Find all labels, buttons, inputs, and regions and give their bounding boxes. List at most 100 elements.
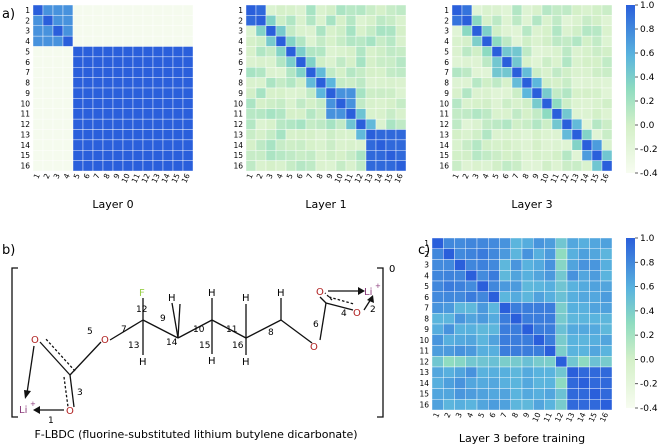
heatmap-cell (112, 118, 124, 130)
heatmap-cell (92, 129, 104, 141)
bond-4 (325, 302, 354, 311)
y-tick-label: 3 (238, 27, 243, 36)
heatmap-cell (305, 139, 317, 151)
y-tick-label: 16 (20, 162, 30, 171)
heatmap-cell (172, 25, 184, 37)
bond-number-6: 6 (313, 320, 319, 330)
lithium-label: Li (19, 405, 27, 416)
hydrogen-label: H (242, 357, 250, 368)
heatmap-cell (443, 399, 455, 411)
heatmap-cell (172, 150, 184, 161)
heatmap-cell (305, 35, 317, 47)
bond-co-left (39, 341, 71, 376)
heatmap-cell (52, 160, 64, 172)
heatmap-cell (162, 46, 174, 58)
heatmap-cell (481, 4, 493, 16)
heatmap-cell (315, 35, 327, 47)
heatmap-cell (533, 388, 545, 400)
heatmap-cell (510, 388, 523, 400)
bond-number-7: 7 (121, 325, 127, 335)
heatmap-cell (601, 46, 613, 58)
heatmap-cell (355, 77, 367, 89)
y-tick-label: 2 (25, 16, 30, 25)
heatmap-cell (52, 67, 64, 78)
heatmap-cell (461, 77, 473, 89)
x-tick-label: 4 (465, 411, 475, 419)
heatmap-cell (551, 15, 563, 26)
x-tick-label: 8 (102, 172, 112, 180)
heatmap-cell (32, 98, 44, 109)
heatmap-cell (499, 270, 511, 282)
x-tick-label: 1 (32, 172, 42, 180)
heatmap-cell (566, 334, 579, 346)
heatmap-cell (52, 46, 64, 58)
heatmap-cell (365, 67, 377, 78)
y-tick-label: 16 (439, 162, 449, 171)
heatmap-cell (305, 46, 317, 58)
heatmap-cell (476, 259, 489, 271)
heatmap-cell (385, 129, 397, 141)
heatmap-cell (578, 259, 590, 271)
heatmap-cell (431, 280, 444, 292)
heatmap-cell (461, 108, 473, 120)
x-tick-label: 10 (120, 172, 132, 185)
heatmap-cell (578, 280, 590, 292)
heatmap-cell (385, 46, 397, 58)
heatmap-cell (182, 4, 194, 16)
heatmap-cell (533, 399, 545, 411)
y-tick-label: 9 (238, 89, 243, 98)
heatmap-cell (132, 160, 144, 172)
heatmap-cell (305, 87, 317, 99)
heatmap-cell (305, 56, 317, 68)
heatmap-cell (551, 87, 563, 99)
heatmap-cell (42, 46, 54, 58)
heatmap-cell (461, 35, 473, 47)
heatmap-cell (122, 56, 134, 68)
heatmap-cell (481, 46, 493, 58)
heatmap-cell (255, 25, 267, 37)
heatmap-cell (511, 77, 523, 89)
x-tick-label: 3 (265, 172, 275, 180)
panel-label-b: b) (2, 243, 15, 258)
y-tick-label: 13 (419, 368, 429, 377)
heatmap-cell (385, 35, 397, 47)
heatmap-cell (182, 108, 194, 120)
heatmap-cell (102, 150, 114, 161)
heatmap-cell (465, 302, 478, 314)
heatmap-cell (499, 291, 511, 303)
y-tick-label: 5 (25, 47, 30, 56)
heatmap-cell (335, 56, 347, 68)
heatmap-cell (325, 160, 337, 172)
li-arrowhead-right (367, 295, 374, 303)
heatmap-cell (122, 4, 134, 16)
x-tick-label: 6 (488, 411, 498, 419)
y-tick-label: 11 (20, 110, 30, 119)
lithium-label: Li (364, 287, 372, 298)
heatmap-cell (265, 98, 277, 109)
heatmap-cell (305, 4, 317, 16)
heatmap-cell (443, 259, 455, 271)
molecule-atom-labels: O O O O O O F H H H H H H H Li + Li + 0 (19, 264, 395, 417)
heatmap-cell (82, 139, 94, 151)
heatmap-cell (365, 77, 377, 89)
heatmap-cell (62, 46, 74, 58)
heatmap-cell (62, 4, 74, 16)
heatmap-cell (385, 25, 397, 37)
heatmap-cell (255, 87, 267, 99)
heatmap-cell (533, 323, 545, 335)
heatmap-cell (533, 366, 545, 378)
heatmap-cell (531, 108, 543, 120)
heatmap-cell (152, 87, 164, 99)
colorbar-tick-label: -0.4 (640, 404, 658, 414)
heatmap-cell (571, 56, 583, 68)
heatmap-cell (42, 15, 54, 26)
y-tick-label: 8 (444, 79, 449, 88)
heatmap-cell (315, 129, 327, 141)
heatmap-cell (152, 4, 164, 16)
x-tick-label: 1 (245, 172, 255, 180)
heatmap-cell (501, 139, 513, 151)
heatmap-cell (491, 98, 503, 109)
heatmap-cell (162, 15, 174, 26)
heatmap-cell (315, 15, 327, 26)
